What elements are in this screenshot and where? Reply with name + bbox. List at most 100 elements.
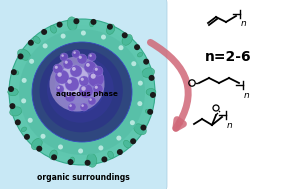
Circle shape <box>15 119 21 125</box>
Circle shape <box>85 160 91 166</box>
Circle shape <box>21 98 26 103</box>
Circle shape <box>93 66 103 76</box>
Circle shape <box>57 72 62 77</box>
Circle shape <box>77 54 87 64</box>
FancyBboxPatch shape <box>0 0 167 189</box>
Circle shape <box>91 19 96 25</box>
Circle shape <box>80 103 88 111</box>
Circle shape <box>116 136 121 141</box>
Circle shape <box>95 68 98 71</box>
Ellipse shape <box>67 17 77 31</box>
Circle shape <box>9 19 155 165</box>
Circle shape <box>79 56 82 59</box>
Ellipse shape <box>137 52 143 57</box>
Circle shape <box>91 74 96 79</box>
Text: n: n <box>244 91 250 100</box>
Circle shape <box>9 103 16 109</box>
Circle shape <box>81 30 86 36</box>
Circle shape <box>88 53 96 61</box>
FancyArrowPatch shape <box>150 42 188 128</box>
Circle shape <box>101 35 106 40</box>
Circle shape <box>89 54 92 57</box>
Circle shape <box>70 65 82 77</box>
Circle shape <box>95 86 98 89</box>
Circle shape <box>79 76 89 86</box>
Ellipse shape <box>90 21 94 27</box>
Circle shape <box>130 120 135 125</box>
Circle shape <box>47 56 114 123</box>
Ellipse shape <box>142 68 154 77</box>
Circle shape <box>11 69 17 75</box>
Circle shape <box>138 81 143 86</box>
Circle shape <box>53 64 63 74</box>
Circle shape <box>28 118 33 123</box>
Ellipse shape <box>50 150 57 160</box>
Ellipse shape <box>21 127 27 132</box>
Text: organic surroundings: organic surroundings <box>37 173 130 181</box>
Circle shape <box>67 159 74 165</box>
Circle shape <box>16 26 147 157</box>
Ellipse shape <box>87 153 97 167</box>
Ellipse shape <box>107 24 115 34</box>
Circle shape <box>63 59 73 69</box>
Circle shape <box>79 84 93 98</box>
Circle shape <box>67 94 70 97</box>
Circle shape <box>89 98 92 101</box>
Ellipse shape <box>134 124 146 135</box>
Ellipse shape <box>8 88 18 96</box>
Ellipse shape <box>10 107 22 116</box>
Circle shape <box>19 29 145 155</box>
Ellipse shape <box>18 49 30 60</box>
Circle shape <box>55 70 69 84</box>
Ellipse shape <box>146 88 156 95</box>
Circle shape <box>12 22 152 162</box>
Circle shape <box>131 61 136 66</box>
Ellipse shape <box>50 25 57 33</box>
Circle shape <box>67 79 72 84</box>
Circle shape <box>93 84 103 94</box>
Circle shape <box>81 86 86 91</box>
Ellipse shape <box>13 70 19 75</box>
Circle shape <box>20 29 144 154</box>
Circle shape <box>60 53 68 61</box>
Ellipse shape <box>145 109 151 114</box>
Circle shape <box>32 42 132 142</box>
Ellipse shape <box>31 139 42 150</box>
Circle shape <box>150 92 156 98</box>
Circle shape <box>57 22 63 28</box>
Circle shape <box>51 154 57 160</box>
Circle shape <box>61 34 66 39</box>
Circle shape <box>69 104 72 107</box>
Circle shape <box>8 86 14 92</box>
Circle shape <box>40 134 45 139</box>
Circle shape <box>18 53 23 59</box>
Circle shape <box>13 23 151 160</box>
Circle shape <box>56 85 64 93</box>
Circle shape <box>72 67 76 71</box>
Circle shape <box>73 51 76 54</box>
Circle shape <box>140 125 146 131</box>
Circle shape <box>78 149 83 153</box>
Circle shape <box>65 77 79 91</box>
Circle shape <box>22 78 27 83</box>
Circle shape <box>65 92 75 102</box>
Text: aqueous phase: aqueous phase <box>56 91 118 97</box>
Circle shape <box>43 43 48 48</box>
Circle shape <box>41 29 47 35</box>
Circle shape <box>117 149 123 155</box>
Ellipse shape <box>124 140 131 148</box>
Circle shape <box>86 63 90 67</box>
Ellipse shape <box>122 34 132 45</box>
Circle shape <box>134 44 140 50</box>
Circle shape <box>11 20 154 163</box>
Circle shape <box>69 77 86 94</box>
Text: n: n <box>227 121 233 130</box>
Circle shape <box>81 104 84 107</box>
Circle shape <box>24 134 30 140</box>
Circle shape <box>149 75 155 81</box>
Circle shape <box>84 61 96 73</box>
Circle shape <box>88 71 104 87</box>
Circle shape <box>73 18 79 24</box>
Circle shape <box>15 25 149 159</box>
Circle shape <box>18 28 146 156</box>
